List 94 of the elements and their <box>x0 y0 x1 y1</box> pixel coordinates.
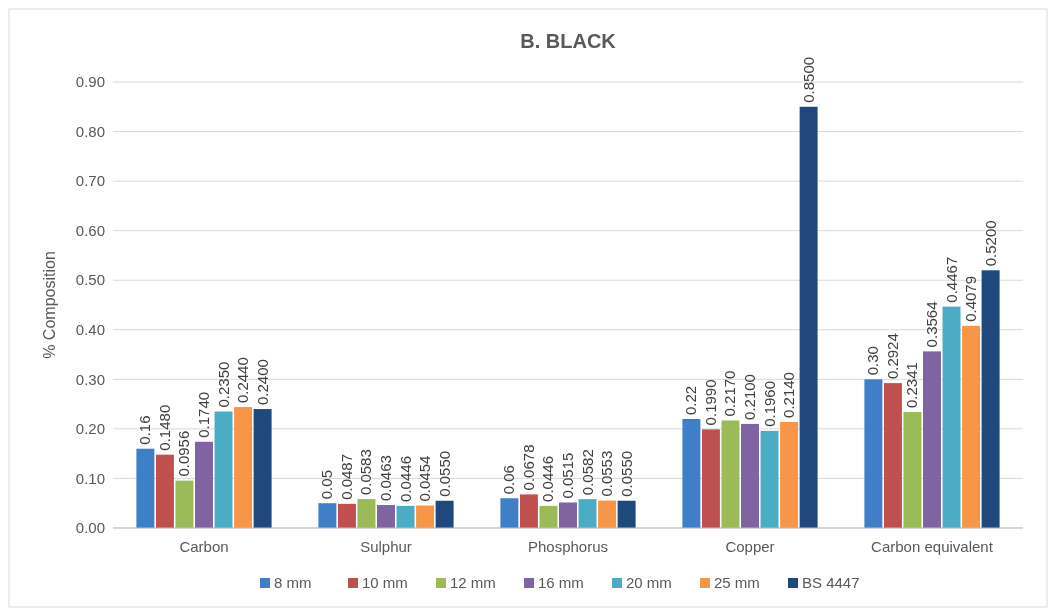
bar <box>682 418 701 528</box>
bar <box>598 500 617 528</box>
legend-label: 20 mm <box>626 574 672 591</box>
data-label: 0.0550 <box>435 450 453 497</box>
bar <box>136 448 155 528</box>
data-label: 0.0454 <box>416 455 434 502</box>
data-label: 0.06 <box>500 465 518 495</box>
data-label: 0.2440 <box>234 357 252 404</box>
x-tick-label: Copper <box>725 538 775 555</box>
data-label: 0.0582 <box>578 449 596 496</box>
y-tick-label: 0.10 <box>75 469 105 487</box>
data-label: 0.0553 <box>598 450 616 497</box>
y-axis-title: % Composition <box>41 251 58 359</box>
data-label: 0.1740 <box>195 391 212 438</box>
data-label: 0.3564 <box>923 301 940 348</box>
bar <box>214 411 233 528</box>
data-label: 0.0515 <box>559 452 576 499</box>
y-tick-label: 0.90 <box>75 73 105 91</box>
data-label: 0.0678 <box>519 444 537 491</box>
bar <box>883 383 902 528</box>
data-label: 0.16 <box>136 415 154 445</box>
data-label: 0.1480 <box>155 404 173 451</box>
legend-label: 12 mm <box>450 574 496 591</box>
data-label: 0.2924 <box>883 333 901 380</box>
bar <box>500 498 519 528</box>
data-label: 0.0956 <box>175 430 193 477</box>
y-tick-label: 0.30 <box>75 370 105 388</box>
data-label: 0.2341 <box>903 362 921 408</box>
y-tick-label: 0.60 <box>75 221 105 239</box>
bar <box>519 494 538 528</box>
x-tick-label: Carbon <box>179 538 229 555</box>
legend-label: 25 mm <box>714 574 760 591</box>
data-label: 0.4079 <box>962 275 980 322</box>
legend-label: BS 4447 <box>802 574 860 591</box>
data-label: 0.8500 <box>799 56 817 103</box>
bar <box>760 430 779 528</box>
data-label: 0.5200 <box>981 220 999 267</box>
bar <box>701 429 720 528</box>
bar <box>578 499 597 528</box>
bar <box>780 421 799 528</box>
bar <box>435 500 454 528</box>
bar <box>318 503 337 528</box>
data-label: 0.2400 <box>253 359 271 406</box>
legend-label: 10 mm <box>362 574 408 591</box>
data-label: 0.2140 <box>780 372 798 418</box>
data-label: 0.0446 <box>539 456 557 502</box>
bar <box>155 454 174 528</box>
data-label: 0.0446 <box>396 456 414 502</box>
bar <box>942 306 961 528</box>
data-label: 0.30 <box>864 346 882 376</box>
bar <box>195 441 213 528</box>
bar <box>903 411 922 528</box>
data-label: 0.2350 <box>214 361 232 408</box>
data-label: 0.1960 <box>760 380 778 427</box>
bar <box>741 423 759 528</box>
x-tick-label: Phosphorus <box>527 538 609 555</box>
bar <box>981 270 1000 528</box>
x-tick-label: Sulphur <box>360 538 412 555</box>
bar <box>962 325 981 528</box>
bar <box>923 351 941 528</box>
x-tick-label: Carbon equivalent <box>871 538 994 555</box>
data-label: 0.1990 <box>701 379 719 426</box>
y-tick-label: 0.20 <box>75 420 105 438</box>
bar <box>377 505 395 528</box>
bar <box>559 502 577 528</box>
legend-label: 8 mm <box>274 574 312 591</box>
y-tick-label: 0.00 <box>75 519 105 537</box>
bar <box>721 420 740 528</box>
y-tick-label: 0.70 <box>75 172 105 190</box>
data-label: 0.0487 <box>337 453 355 500</box>
y-tick-label: 0.80 <box>75 122 105 140</box>
data-label: 0.0463 <box>377 455 394 502</box>
data-label: 0.0550 <box>617 450 635 497</box>
bar <box>234 407 253 528</box>
data-label: 0.2100 <box>741 374 758 420</box>
data-label: 0.2170 <box>721 370 739 417</box>
bar <box>864 379 883 528</box>
bar <box>253 409 272 528</box>
legend-label: 16 mm <box>538 574 584 591</box>
bar <box>416 505 435 528</box>
bar <box>337 503 356 528</box>
y-tick-label: 0.40 <box>75 321 105 339</box>
bar <box>539 505 558 528</box>
data-label: 0.0583 <box>357 449 375 496</box>
data-label: 0.05 <box>318 470 336 500</box>
data-label: 0.4467 <box>942 256 960 303</box>
chart-title: B. BLACK <box>520 30 617 52</box>
bar <box>175 480 194 528</box>
data-label: 0.22 <box>682 385 700 415</box>
bar <box>396 505 415 528</box>
y-tick-label: 0.50 <box>75 271 105 289</box>
bar <box>357 499 376 528</box>
bar <box>799 106 818 528</box>
bar <box>617 500 636 528</box>
